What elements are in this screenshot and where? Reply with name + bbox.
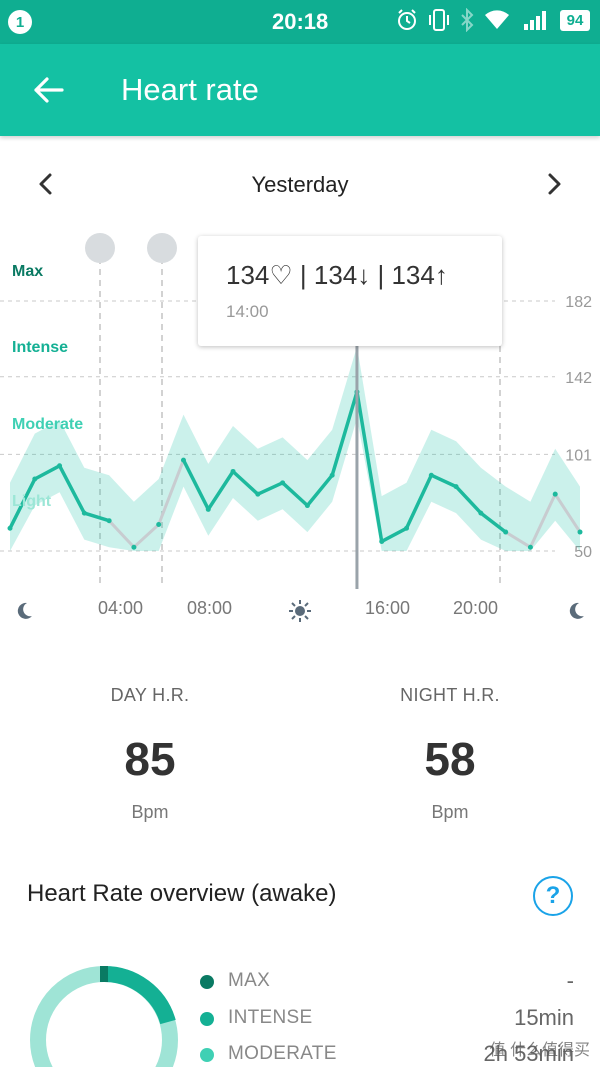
status-time: 20:18: [272, 9, 329, 34]
legend-row-moderate: MODERATE 2h 53min: [200, 1040, 580, 1067]
zone-donut-chart: [30, 965, 178, 1067]
app-bar: Heart rate: [0, 44, 600, 136]
heart-rate-range-band: [10, 346, 580, 551]
x-tick-label: 20:00: [453, 598, 499, 618]
data-point: [453, 484, 459, 490]
legend-dot: [200, 975, 214, 989]
tooltip-values: 134♡ | 134↓ | 134↑: [226, 260, 448, 290]
data-point: [280, 480, 286, 486]
heart-rate-series-line: [181, 390, 507, 544]
zone-label-intense: Intense: [12, 339, 69, 356]
night-hr-summary: NIGHT H.R. 58 Bpm: [300, 685, 600, 823]
legend-label: MODERATE: [228, 1043, 337, 1064]
x-tick-label: 08:00: [187, 598, 233, 618]
data-point: [577, 529, 583, 535]
y-tick-label: 182: [565, 294, 592, 311]
chart-tooltip: 134♡ | 134↓ | 134↑ 14:00: [198, 236, 502, 346]
night-hr-title: NIGHT H.R.: [400, 685, 500, 705]
data-point: [7, 525, 13, 531]
data-point: [304, 503, 310, 509]
y-tick-label: 50: [574, 544, 592, 561]
data-point: [57, 463, 63, 469]
wifi-icon: [485, 10, 509, 29]
donut-intense-segment: [103, 965, 176, 1025]
battery-indicator: 94: [560, 9, 590, 31]
signal-icon: [524, 11, 546, 30]
date-label: Yesterday: [251, 172, 349, 197]
legend-dot: [200, 1012, 214, 1026]
legend-label: INTENSE: [228, 1007, 313, 1028]
data-point: [503, 529, 509, 535]
vibrate-icon: [429, 9, 449, 31]
legend-value: 2h 53min: [483, 1041, 574, 1066]
y-tick-label: 101: [565, 447, 592, 464]
chevron-left-icon[interactable]: [28, 166, 64, 202]
data-point: [255, 491, 261, 497]
chevron-right-icon[interactable]: [536, 166, 572, 202]
moon-icon: [569, 602, 584, 619]
data-point: [230, 468, 236, 474]
legend-row-intense: INTENSE 15min: [200, 1004, 580, 1034]
night-hr-value: 58: [424, 733, 476, 785]
tooltip-time: 14:00: [226, 302, 269, 321]
moon-icon: [17, 602, 32, 619]
zone-label-light: Light: [12, 493, 52, 510]
data-point: [428, 472, 434, 478]
data-point: [81, 510, 87, 516]
data-point: [131, 544, 137, 550]
page-title: Heart rate: [121, 72, 259, 107]
watermark: 值 什么值得买: [489, 1042, 590, 1059]
status-icons: 94: [396, 8, 590, 32]
day-hr-summary: DAY H.R. 85 Bpm: [0, 685, 300, 823]
legend-value: -: [566, 968, 574, 993]
data-point: [106, 518, 112, 524]
night-hr-unit: Bpm: [431, 802, 469, 822]
alarm-icon: [147, 233, 177, 263]
status-bar: 1 20:18 94: [0, 0, 600, 44]
notification-badge: 1: [8, 10, 32, 34]
sleep-icon: [85, 233, 115, 263]
legend-value: 15min: [514, 1005, 574, 1030]
heart-rate-plot[interactable]: 50 101 142 182: [0, 225, 600, 625]
data-point: [329, 472, 335, 478]
data-point: [156, 521, 162, 527]
legend-row-max: MAX -: [200, 967, 580, 997]
day-hr-title: DAY H.R.: [110, 685, 190, 705]
data-point: [527, 544, 533, 550]
x-tick-label: 16:00: [365, 598, 411, 618]
legend-label: MAX: [228, 970, 271, 991]
sleep-series-line: [108, 459, 185, 550]
day-hr-value: 85: [124, 733, 176, 785]
sleep-series-line: [504, 491, 582, 550]
data-point: [379, 539, 385, 545]
overview-title: Heart Rate overview (awake): [27, 880, 337, 907]
y-tick-label: 142: [565, 370, 592, 387]
alarm-icon: [398, 9, 416, 30]
legend-dot: [200, 1048, 214, 1062]
data-point: [205, 506, 211, 512]
data-point: [552, 491, 558, 497]
day-hr-unit: Bpm: [131, 802, 169, 822]
data-point: [478, 510, 484, 516]
zone-label-moderate: Moderate: [12, 416, 84, 433]
x-tick-label: 04:00: [98, 598, 144, 618]
arrow-back-icon[interactable]: [28, 70, 68, 110]
sun-icon: [289, 600, 311, 622]
zone-label-max: Max: [12, 263, 44, 280]
bluetooth-icon: [461, 8, 474, 32]
data-point: [404, 525, 410, 531]
data-point: [180, 457, 186, 463]
data-point: [32, 476, 38, 482]
help-icon[interactable]: ?: [533, 876, 573, 916]
heart-rate-chart[interactable]: 50 101 142 182 Max Intense Moderate Light 1…: [0, 225, 600, 625]
date-navigator: Yesterday: [0, 160, 600, 210]
